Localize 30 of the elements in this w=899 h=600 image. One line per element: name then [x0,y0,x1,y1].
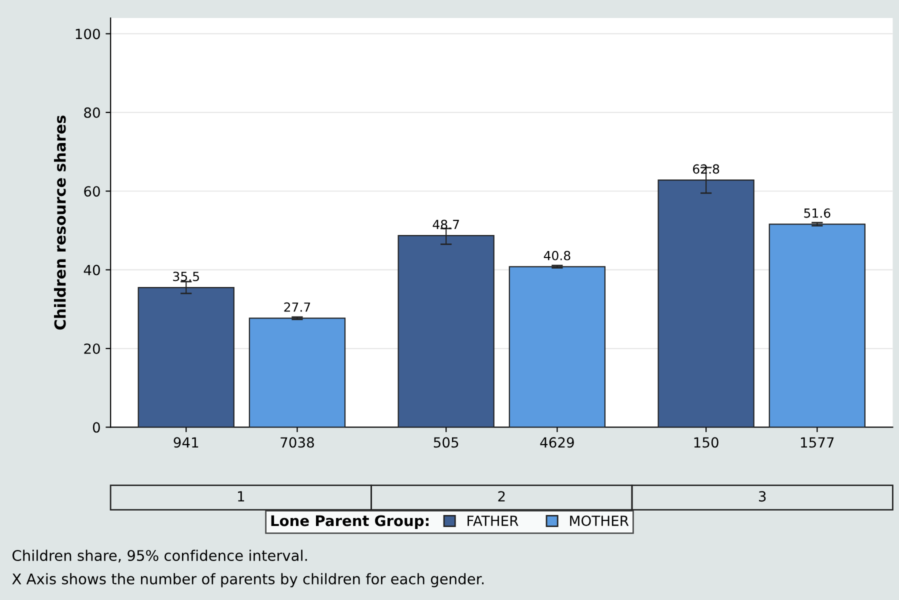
x-tick-label: 1577 [801,437,834,448]
y-tick-label: 100 [76,28,100,40]
x-tick-label: 150 [694,437,718,448]
data-label: 51.6 [804,208,830,218]
text: 2 [498,491,505,502]
bar [768,224,866,428]
y-tick-label: 60 [84,186,100,197]
bar [508,266,606,428]
data-label: 40.8 [544,250,570,260]
bar [138,286,234,428]
x-tick-label: 941 [174,437,198,448]
data-label: 27.7 [284,302,310,312]
legend-label: MOTHER [570,516,629,526]
text: 1 [238,491,244,502]
x-tick-label: 7038 [280,437,314,448]
text: Children share, 95% confidence interval. [12,550,307,563]
y-tick-label: 80 [84,107,100,118]
text: 3 [758,491,766,502]
x-tick-label: 4629 [540,437,574,448]
y-tick-label: 40 [84,264,100,276]
bar [248,318,346,428]
data-label: 35.5 [173,272,199,282]
legend-title: Lone Parent Group: [271,515,429,530]
y-tick-label: 0 [92,422,100,433]
x-tick-label: 505 [434,437,458,448]
y-axis-title: Children resource shares [54,116,66,330]
data-label: 48.7 [432,220,459,230]
y-tick-label: 20 [84,343,100,354]
text: X Axis shows the number of parents by children for each gender. [12,573,484,588]
legend-label: FATHER [468,516,518,526]
